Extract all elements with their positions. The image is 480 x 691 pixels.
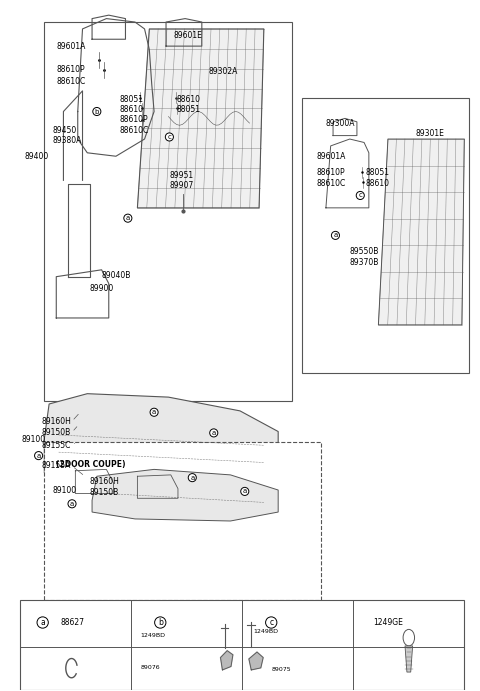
Polygon shape [378,139,464,325]
Text: 1249GE: 1249GE [373,618,403,627]
Text: 89302A: 89302A [209,67,239,76]
Text: 88610C: 88610C [316,178,346,187]
Text: c: c [359,193,362,198]
Text: 88051: 88051 [177,105,201,114]
Text: 88051: 88051 [365,168,389,177]
Polygon shape [92,469,278,521]
Text: 89300A: 89300A [326,120,355,129]
Text: 89550B: 89550B [350,247,379,256]
Text: 89100: 89100 [22,435,46,444]
Text: a: a [212,430,216,436]
Text: 1249BD: 1249BD [253,629,278,634]
Text: a: a [36,453,41,459]
Text: 89907: 89907 [169,181,193,190]
Text: b: b [95,108,99,115]
Text: 88610C: 88610C [119,126,148,135]
Text: 89155A: 89155A [42,462,72,471]
FancyBboxPatch shape [44,442,321,600]
Text: a: a [333,232,337,238]
Text: a: a [40,618,45,627]
Text: 89150B: 89150B [90,489,119,498]
Text: 89100: 89100 [53,486,77,495]
Text: 88627: 88627 [60,618,84,627]
Text: 89075: 89075 [271,668,291,672]
Text: 89900: 89900 [90,284,114,293]
Text: 89160H: 89160H [42,417,72,426]
Text: (2DOOR COUPE): (2DOOR COUPE) [56,460,126,469]
Text: 88610: 88610 [365,178,389,187]
Text: 89301E: 89301E [416,129,444,138]
Text: 89150B: 89150B [42,428,71,437]
Text: a: a [243,489,247,494]
Polygon shape [249,652,263,670]
Text: 89160H: 89160H [90,477,120,486]
Text: 89601A: 89601A [56,41,85,50]
Text: 89380A: 89380A [52,136,82,145]
Polygon shape [137,29,264,208]
Text: 88610: 88610 [177,95,201,104]
Text: 1249BD: 1249BD [140,634,165,638]
Polygon shape [405,646,413,672]
Text: 89601E: 89601E [173,31,202,40]
Text: 89155C: 89155C [42,441,72,450]
Text: 89400: 89400 [24,152,48,161]
Text: 88610C: 88610C [56,77,85,86]
Text: 88051: 88051 [119,95,143,104]
Text: 88610P: 88610P [119,115,148,124]
Text: 89450: 89450 [52,126,77,135]
FancyBboxPatch shape [44,22,292,401]
Text: a: a [152,409,156,415]
Text: 89601A: 89601A [316,153,346,162]
FancyBboxPatch shape [302,97,469,373]
Polygon shape [44,394,278,490]
Text: 89076: 89076 [140,665,160,670]
Polygon shape [220,651,233,670]
FancyBboxPatch shape [21,600,464,690]
Text: a: a [126,215,130,221]
Text: b: b [158,618,163,627]
Text: a: a [190,475,194,481]
Text: a: a [70,501,74,507]
Text: c: c [269,618,273,627]
Text: 89040B: 89040B [102,271,131,280]
Polygon shape [75,469,114,493]
Text: 88610P: 88610P [56,65,85,74]
Text: 88610P: 88610P [316,168,345,177]
Polygon shape [137,475,178,498]
Text: 89370B: 89370B [350,258,379,267]
Text: c: c [168,134,171,140]
Text: 89951: 89951 [169,171,193,180]
Text: 88610: 88610 [119,105,143,114]
